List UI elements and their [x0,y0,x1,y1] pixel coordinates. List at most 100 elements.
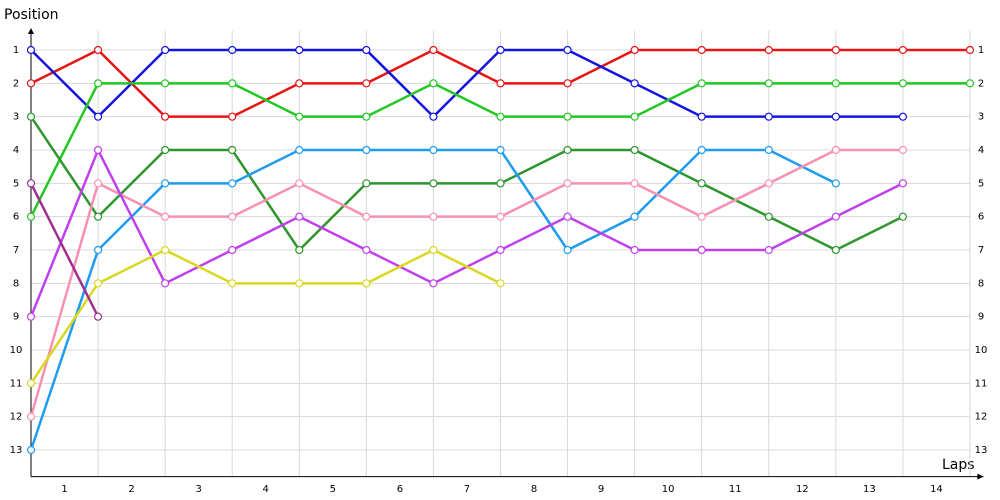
point [429,179,438,188]
point [362,112,371,121]
point [831,212,840,221]
point [898,45,908,55]
point [362,212,371,221]
point [764,145,773,155]
point [228,79,237,88]
y-tick-label: 6 [13,212,19,223]
x-tick-label: 8 [531,484,537,495]
point [831,145,840,155]
point [496,212,505,221]
x-tick-label: 3 [195,484,201,495]
y-tick-label: 4 [13,145,19,156]
y-tick-label: 1 [13,45,19,56]
y-tick-label: 9 [13,312,19,323]
point [26,179,36,188]
x-tick-label: 6 [397,484,403,495]
y-tick-label: 12 [10,412,23,423]
point [26,112,36,121]
point [764,179,773,188]
point [93,112,103,121]
point [429,212,438,221]
point [429,112,438,121]
point [161,179,170,188]
x-tick-label: 12 [796,484,809,495]
point [697,179,706,188]
y-axis-arrow [28,28,34,34]
point [898,79,908,88]
point [228,112,237,121]
series-line [29,248,502,385]
point [26,212,36,221]
point [26,312,36,321]
point [429,79,438,88]
point [295,79,304,88]
point [630,179,639,188]
point [630,79,639,88]
point [697,145,706,155]
y-tick-label-right: 5 [978,178,984,189]
point [228,179,237,188]
y-tick-label: 11 [10,378,23,389]
point [295,279,304,288]
y-tick-label-right: 9 [978,312,984,323]
series-line [29,148,903,418]
point [362,179,371,188]
point [496,112,505,121]
point [26,45,36,55]
y-tick-label-right: 13 [975,445,988,456]
series-line [29,146,904,318]
x-tick-label: 10 [662,484,675,495]
point [965,45,975,55]
y-tick-label-right: 4 [978,145,984,156]
point [295,45,304,55]
point [228,45,237,55]
point [630,45,639,55]
x-tick-label: 13 [863,484,876,495]
y-axis-title: Position [4,7,59,23]
point [630,145,639,155]
point [429,279,438,288]
y-tick-label-right: 2 [978,78,984,89]
point [831,45,840,55]
point [26,79,36,88]
y-tick-label: 5 [13,178,19,189]
point [563,179,572,188]
point [697,79,706,88]
point [697,45,706,55]
x-axis-title: Laps [942,457,975,473]
point [764,112,773,121]
point [764,212,773,221]
y-tick-label: 7 [13,245,19,256]
point [563,212,572,221]
y-tick-label-right: 12 [975,412,988,423]
point [563,79,572,88]
point [161,245,170,255]
point [93,179,103,188]
x-tick-label: 4 [263,484,269,495]
point [362,279,371,288]
point [161,145,170,155]
point [630,245,639,255]
x-tick-label: 14 [930,484,943,495]
point [563,112,572,121]
y-tick-label-right: 7 [978,245,984,256]
point [429,145,438,155]
point [697,245,706,255]
point [764,79,773,88]
point [26,445,36,455]
x-axis-arrow [977,473,984,480]
point [898,145,908,155]
point [898,212,908,221]
point [93,79,103,88]
point [697,112,706,121]
point [228,245,237,255]
point [831,245,840,255]
y-tick-label: 13 [10,445,23,456]
point [26,379,36,388]
point [362,145,371,155]
series-line [29,115,904,252]
point [161,45,170,55]
y-tick-label-right: 3 [978,112,984,123]
point [161,212,170,221]
point [228,279,237,288]
